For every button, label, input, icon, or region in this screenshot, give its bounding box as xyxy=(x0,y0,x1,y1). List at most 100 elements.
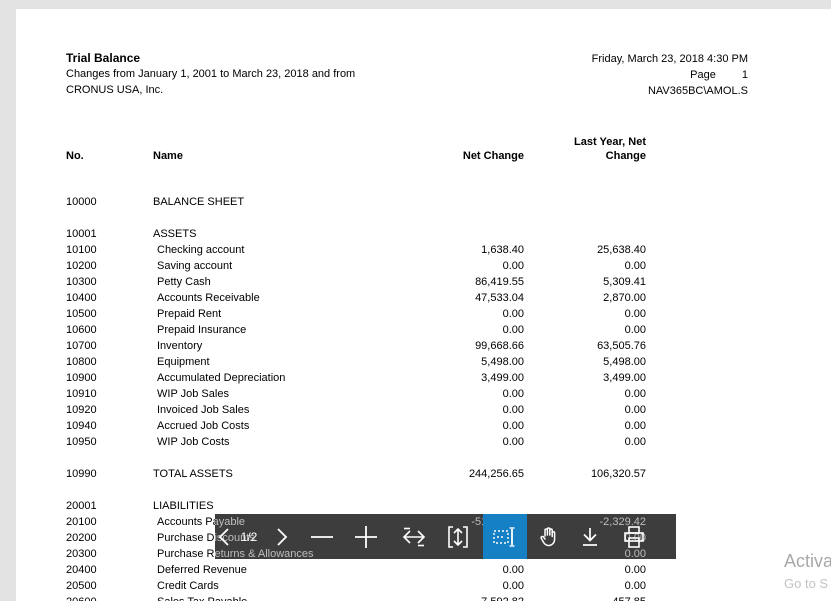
next-page-button[interactable] xyxy=(267,514,295,559)
row-name: Prepaid Insurance xyxy=(157,324,247,336)
row-no: 20001 xyxy=(66,500,97,512)
row-name: WIP Job Costs xyxy=(157,436,230,448)
row-net-change: 0.00 xyxy=(502,308,524,320)
column-header-name: Name xyxy=(153,150,183,162)
pan-button[interactable] xyxy=(534,514,562,559)
activate-windows-watermark-line1: Activa xyxy=(784,551,831,571)
fit-to-width-button[interactable] xyxy=(400,514,428,559)
row-no: 10500 xyxy=(66,308,97,320)
zoom-in-button[interactable] xyxy=(352,514,380,559)
row-last-year-net-change: 63,505.76 xyxy=(597,340,646,352)
row-net-change: 0.00 xyxy=(502,564,524,576)
row-net-change: 3,499.00 xyxy=(481,372,524,384)
table-row: 20600 Sales Tax Payable 7,592.82457.85 xyxy=(0,596,831,601)
row-net-change: 0.00 xyxy=(502,436,524,448)
viewer-toolbar: 1/2 xyxy=(215,514,676,559)
vertical-arrows-bracket-icon xyxy=(446,525,470,549)
text-selection-button[interactable] xyxy=(483,514,527,559)
report-header-left: Trial Balance Changes from January 1, 20… xyxy=(66,50,355,98)
table-row: 10400 Accounts Receivable 47,533.04 2,870.0… xyxy=(0,292,831,308)
table-row: 10000 BALANCE SHEET xyxy=(0,196,831,212)
row-no: 10300 xyxy=(66,276,97,288)
row-name: Accounts Receivable xyxy=(157,292,260,304)
row-net-change: 0.00 xyxy=(502,260,524,272)
row-last-year-net-change: 0.00 xyxy=(624,564,646,576)
row-last-year-net-change: 457.85 xyxy=(526,596,646,601)
column-header-last-year-line2: Change xyxy=(605,150,646,162)
chevron-right-icon xyxy=(271,526,291,548)
table-row: 10200 Saving account 0.00 0.00 xyxy=(0,260,831,276)
row-name: ASSETS xyxy=(153,228,197,240)
row-last-year-net-change: 106,320.57 xyxy=(590,468,646,480)
row-last-year-net-change: 0.00 xyxy=(624,388,646,400)
row-net-change: 7,592.82 xyxy=(404,596,524,601)
row-net-change: 0.00 xyxy=(502,324,524,336)
row-no: 20200 xyxy=(66,532,97,544)
table-row: 10700 Inventory 99,668.66 63,505.76 xyxy=(0,340,831,356)
row-net-change: 47,533.04 xyxy=(475,292,524,304)
row-last-year-net-change: 0.00 xyxy=(624,420,646,432)
row-last-year-net-change: 3,499.00 xyxy=(603,372,646,384)
column-header-last-year-line1: Last Year, Net xyxy=(574,136,646,148)
user-id: NAV365BC\AMOL.S xyxy=(647,85,748,97)
row-name: BALANCE SHEET xyxy=(153,196,245,208)
zoom-out-button[interactable] xyxy=(308,514,336,559)
table-row: 20400 Deferred Revenue 0.00 0.00 xyxy=(0,564,831,580)
row-name: Credit Cards xyxy=(157,580,219,592)
page-indicator: 1/2 xyxy=(240,529,258,544)
download-button[interactable] xyxy=(576,514,604,559)
table-row: 10100 Checking account 1,638.40 25,638.40 xyxy=(0,244,831,260)
row-no: 20300 xyxy=(66,548,97,560)
table-row: 10001 ASSETS xyxy=(0,228,831,244)
row-last-year-net-change: 0.00 xyxy=(624,404,646,416)
row-no: 10990 xyxy=(66,468,97,480)
row-name: Accumulated Depreciation xyxy=(157,372,286,384)
row-no: 10200 xyxy=(66,260,97,272)
fit-to-page-button[interactable] xyxy=(444,514,472,559)
printer-icon xyxy=(621,524,647,550)
report-title: Trial Balance xyxy=(66,51,141,65)
row-net-change: 86,419.55 xyxy=(475,276,524,288)
row-no: 10910 xyxy=(66,388,97,400)
column-header-no: No. xyxy=(66,150,84,162)
table-row: 10800 Equipment 5,498.00 5,498.00 xyxy=(0,356,831,372)
row-name: LIABILITIES xyxy=(153,500,214,512)
row-no: 20600 xyxy=(66,596,97,601)
page-label: Page xyxy=(690,69,716,81)
row-no: 20500 xyxy=(66,580,97,592)
report-header-right: Friday, March 23, 2018 4:30 PM Page 1 NAV… xyxy=(448,51,748,99)
minus-icon xyxy=(309,526,335,548)
row-name: Checking account xyxy=(157,244,245,256)
row-no: 10600 xyxy=(66,324,97,336)
company-name: CRONUS USA, Inc. xyxy=(66,84,164,96)
row-net-change: 0.00 xyxy=(502,388,524,400)
row-no: 10100 xyxy=(66,244,97,256)
previous-page-button[interactable] xyxy=(215,514,235,559)
hand-icon xyxy=(536,525,560,549)
table-row: 10920 Invoiced Job Sales 0.00 0.00 xyxy=(0,404,831,420)
row-name: Accrued Job Costs xyxy=(157,420,250,432)
row-net-change: 1,638.40 xyxy=(481,244,524,256)
download-icon xyxy=(578,525,602,549)
chevron-left-icon xyxy=(215,526,235,548)
text-select-icon xyxy=(492,525,518,549)
row-last-year-net-change: 25,638.40 xyxy=(597,244,646,256)
row-net-change: 0.00 xyxy=(502,404,524,416)
row-no: 10000 xyxy=(66,196,97,208)
row-last-year-net-change: 5,498.00 xyxy=(603,356,646,368)
page-number: 1 xyxy=(741,69,748,81)
table-row: 20500 Credit Cards 0.00 0.00 xyxy=(0,580,831,596)
row-net-change: 244,256.65 xyxy=(468,468,524,480)
row-net-change: 0.00 xyxy=(502,420,524,432)
report-subtitle: Changes from January 1, 2001 to March 23… xyxy=(66,68,356,80)
row-last-year-net-change: 0.00 xyxy=(624,580,646,592)
row-net-change: 99,668.66 xyxy=(475,340,524,352)
row-no: 10700 xyxy=(66,340,97,352)
row-last-year-net-change: 0.00 xyxy=(624,324,646,336)
row-name: Petty Cash xyxy=(157,276,211,288)
row-name: Saving account xyxy=(157,260,233,272)
activate-windows-watermark-line2: Go to S xyxy=(784,576,829,591)
viewer-frame-left xyxy=(0,0,16,601)
row-name: TOTAL ASSETS xyxy=(153,468,233,480)
print-button[interactable] xyxy=(620,514,648,559)
